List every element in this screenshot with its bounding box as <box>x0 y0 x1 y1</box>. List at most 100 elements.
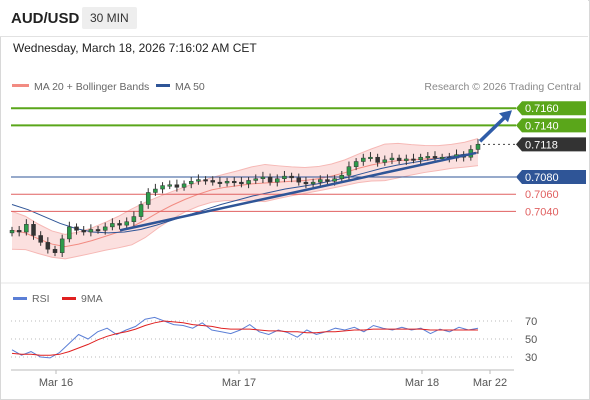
trend-overlays <box>119 110 512 232</box>
candle <box>475 139 481 154</box>
interval-button[interactable]: 30 MIN <box>82 7 137 29</box>
candle <box>382 155 388 166</box>
candle <box>282 170 287 183</box>
svg-text:0.7080: 0.7080 <box>525 172 559 184</box>
candle <box>411 153 416 164</box>
candle <box>138 201 144 220</box>
candle <box>310 178 316 188</box>
rsi-grid <box>11 320 514 358</box>
candle <box>246 177 251 189</box>
legend-ma50-swatch <box>156 84 170 87</box>
rsi-9ma-line <box>11 320 478 356</box>
candle <box>275 174 280 187</box>
price-label-0.7140: 0.7140 <box>516 118 586 133</box>
price-label-0.7040: 0.7040 <box>525 206 559 218</box>
candle <box>346 161 352 180</box>
candle <box>188 177 194 189</box>
svg-text:0.7040: 0.7040 <box>525 206 559 218</box>
candle <box>260 171 266 184</box>
bollinger-upper-line <box>11 138 479 235</box>
candle <box>153 183 158 196</box>
svg-text:0.7118: 0.7118 <box>525 139 558 151</box>
candle <box>404 154 409 165</box>
rsi-lines <box>11 316 479 359</box>
candle <box>95 226 101 234</box>
candle <box>59 234 65 257</box>
rsi-y-axis: 70 50 30 <box>525 316 537 364</box>
candle <box>52 245 58 257</box>
candle <box>432 151 438 163</box>
candle <box>81 226 86 236</box>
candle <box>117 220 122 230</box>
price-level-labels: 0.7160 0.7140 0.7118 0.7080 0.7060 0.7040 <box>516 101 586 218</box>
projection-arrow-head <box>499 110 512 123</box>
legend-9ma-swatch <box>62 297 76 300</box>
candle <box>9 226 15 237</box>
price-label-0.7080: 0.7080 <box>516 170 586 184</box>
rsi-tick-50: 50 <box>525 334 537 346</box>
candle <box>418 153 423 165</box>
candle <box>231 177 237 187</box>
candle <box>74 223 79 235</box>
candle <box>289 172 294 183</box>
candle <box>102 222 108 235</box>
candle <box>131 211 137 227</box>
candle <box>110 218 115 231</box>
candle <box>24 219 29 236</box>
candle <box>196 174 201 185</box>
x-tick-label: Mar 16 <box>39 377 73 389</box>
timestamp-label: Wednesday, March 18, 2026 7:16:02 AM CET <box>13 41 257 55</box>
candle <box>174 179 180 192</box>
price-label-0.7160: 0.7160 <box>516 101 586 116</box>
candle <box>267 173 273 186</box>
candle <box>210 176 215 186</box>
candle <box>181 180 187 191</box>
bollinger-bands <box>11 138 479 260</box>
candle <box>45 237 51 254</box>
candle <box>425 152 431 161</box>
candle <box>339 170 345 183</box>
candle <box>325 174 330 185</box>
svg-text:0.7140: 0.7140 <box>525 120 559 132</box>
rsi-tick-70: 70 <box>525 316 537 328</box>
legend-9ma-label: 9MA <box>81 293 103 305</box>
candle <box>67 221 72 243</box>
rsi-line <box>11 316 479 359</box>
symbol-label: AUD/USD <box>11 10 80 27</box>
candle <box>296 173 302 186</box>
candle <box>368 152 373 162</box>
x-tick-label: Mar 22 <box>473 377 507 389</box>
candle <box>167 180 172 190</box>
legend-rsi-label: RSI <box>32 293 50 305</box>
x-tick-label: Mar 18 <box>405 377 439 389</box>
projection-arrow-shaft <box>478 113 509 143</box>
legend-ma50-label: MA 50 <box>175 81 205 93</box>
candle <box>318 175 323 187</box>
candle <box>217 177 223 188</box>
candle <box>361 153 366 166</box>
chart-header: AUD/USD 30 MIN <box>0 0 588 37</box>
candle <box>253 174 259 184</box>
x-axis: Mar 16 Mar 17 Mar 18 Mar 22 <box>39 370 507 389</box>
candle <box>124 217 129 229</box>
bollinger-band-fill <box>12 138 478 259</box>
candle <box>16 226 22 237</box>
candle <box>396 154 402 165</box>
candle <box>303 177 309 189</box>
candle <box>160 182 165 194</box>
svg-text:0.7060: 0.7060 <box>525 189 559 201</box>
candle <box>203 176 208 185</box>
legend-ma20-swatch <box>12 84 29 87</box>
price-label-0.7118: 0.7118 <box>516 137 586 152</box>
candle <box>145 188 151 209</box>
candle <box>38 231 43 246</box>
candle <box>88 224 94 237</box>
candle <box>353 158 359 171</box>
rsi-tick-30: 30 <box>525 352 537 364</box>
legend-ma20-label: MA 20 + Bollinger Bands <box>34 81 149 93</box>
candle <box>375 153 380 167</box>
svg-text:0.7160: 0.7160 <box>525 103 559 115</box>
copyright-label: Research © 2026 Trading Central <box>424 81 581 93</box>
